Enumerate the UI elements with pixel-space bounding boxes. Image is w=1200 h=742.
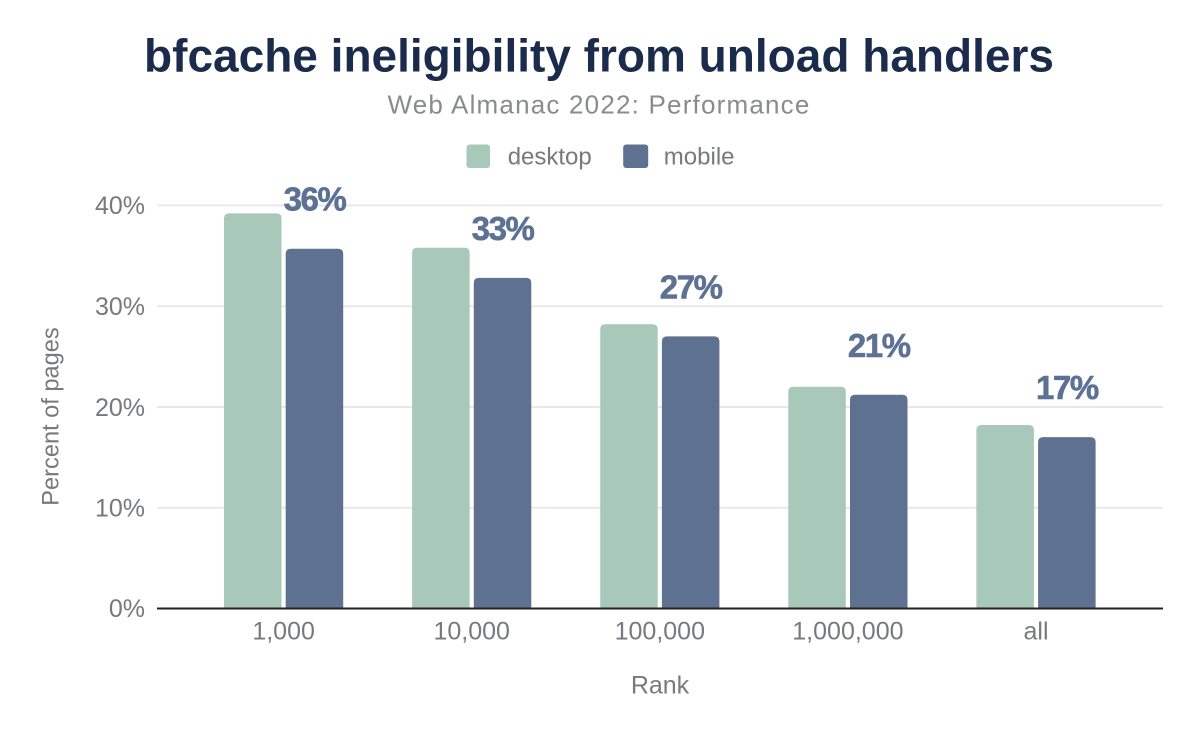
svg-text:27%: 27%: [660, 268, 723, 305]
svg-text:36%: 36%: [284, 181, 347, 218]
svg-text:1,000: 1,000: [252, 618, 315, 646]
svg-text:1,000,000: 1,000,000: [792, 618, 903, 646]
svg-text:bfcache ineligibility from unl: bfcache ineligibility from unload handle…: [144, 30, 1054, 82]
svg-text:all: all: [1023, 618, 1048, 646]
svg-text:21%: 21%: [848, 327, 911, 364]
svg-text:20%: 20%: [95, 394, 145, 422]
svg-text:mobile: mobile: [664, 144, 735, 171]
svg-text:30%: 30%: [95, 293, 145, 321]
svg-text:33%: 33%: [472, 210, 535, 247]
svg-text:Rank: Rank: [631, 672, 690, 700]
svg-text:Web Almanac 2022: Performance: Web Almanac 2022: Performance: [387, 90, 810, 120]
svg-text:17%: 17%: [1036, 369, 1099, 406]
svg-text:10%: 10%: [95, 495, 145, 523]
svg-text:0%: 0%: [109, 595, 145, 623]
svg-text:desktop: desktop: [508, 144, 592, 171]
svg-text:Percent of pages: Percent of pages: [39, 327, 65, 505]
svg-text:40%: 40%: [95, 192, 145, 220]
svg-text:100,000: 100,000: [615, 618, 705, 646]
svg-text:10,000: 10,000: [433, 618, 509, 646]
